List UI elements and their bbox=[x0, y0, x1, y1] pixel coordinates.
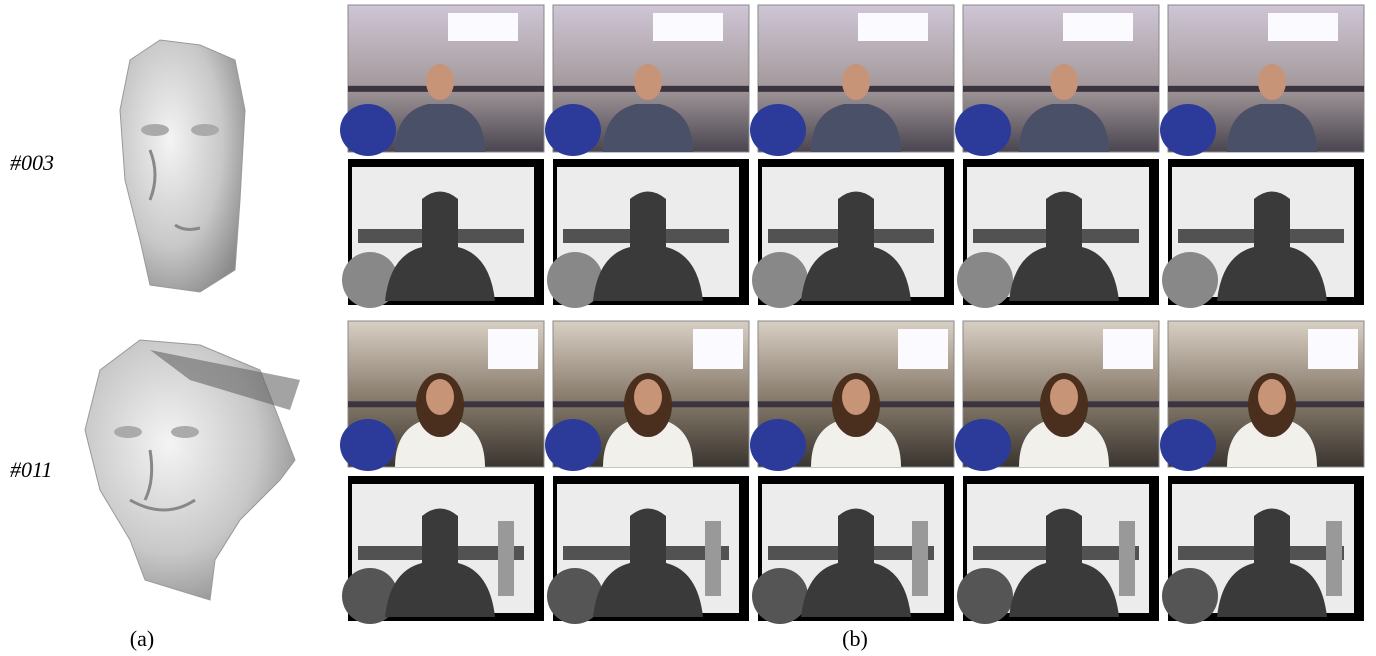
chair bbox=[1160, 419, 1216, 471]
depth-frame bbox=[547, 476, 749, 624]
bystander bbox=[1119, 521, 1135, 596]
head bbox=[426, 379, 454, 415]
depth-frame bbox=[1162, 159, 1364, 308]
window bbox=[653, 13, 723, 41]
head bbox=[634, 379, 662, 415]
bystander bbox=[912, 521, 928, 596]
bystander bbox=[498, 521, 514, 596]
chair bbox=[1162, 252, 1218, 308]
rgb-frame bbox=[750, 5, 954, 156]
depth-frame bbox=[342, 159, 544, 308]
chair bbox=[955, 104, 1011, 156]
figure: #003 #011 (a) (b) bbox=[0, 0, 1376, 656]
chair bbox=[955, 419, 1011, 471]
depth-frame bbox=[957, 476, 1159, 624]
chair bbox=[545, 419, 601, 471]
chair bbox=[340, 104, 396, 156]
rgb-frame bbox=[955, 321, 1159, 471]
chair bbox=[957, 252, 1013, 308]
bystander bbox=[705, 521, 721, 596]
window bbox=[448, 13, 518, 41]
window bbox=[858, 13, 928, 41]
head bbox=[1050, 64, 1078, 100]
window bbox=[898, 329, 948, 369]
head bbox=[1258, 379, 1286, 415]
window bbox=[1063, 13, 1133, 41]
row-label: #011 bbox=[10, 457, 52, 482]
rgb-frame bbox=[545, 5, 749, 156]
bystander bbox=[1326, 521, 1342, 596]
depth-frame bbox=[957, 159, 1159, 308]
depth-frame bbox=[752, 476, 954, 624]
rgb-frame bbox=[750, 321, 954, 471]
window bbox=[1268, 13, 1338, 41]
window bbox=[1103, 329, 1153, 369]
chair bbox=[750, 104, 806, 156]
head bbox=[842, 64, 870, 100]
face-render bbox=[85, 340, 300, 600]
image-grid bbox=[340, 5, 1364, 624]
rgb-frame bbox=[1160, 321, 1364, 471]
chair bbox=[1162, 568, 1218, 624]
depth-frame bbox=[342, 476, 544, 624]
rgb-frame bbox=[340, 321, 544, 471]
head bbox=[634, 64, 662, 100]
head bbox=[1050, 379, 1078, 415]
caption: (a) bbox=[130, 626, 154, 651]
window bbox=[693, 329, 743, 369]
rgb-frame bbox=[955, 5, 1159, 156]
page: {"rows": [{"label": "#003"}, {"label": "… bbox=[0, 0, 1376, 656]
chair bbox=[1160, 104, 1216, 156]
window bbox=[1308, 329, 1358, 369]
row-label: #003 bbox=[10, 150, 54, 175]
chair bbox=[750, 419, 806, 471]
caption: (b) bbox=[842, 626, 868, 651]
rgb-frame bbox=[1160, 5, 1364, 156]
chair bbox=[957, 568, 1013, 624]
chair bbox=[340, 419, 396, 471]
chair bbox=[752, 568, 808, 624]
head bbox=[842, 379, 870, 415]
head bbox=[1258, 64, 1286, 100]
depth-frame bbox=[752, 159, 954, 308]
depth-frame bbox=[1162, 476, 1364, 624]
head bbox=[426, 64, 454, 100]
rgb-frame bbox=[545, 321, 749, 471]
rgb-frame bbox=[340, 5, 544, 156]
window bbox=[488, 329, 538, 369]
chair bbox=[752, 252, 808, 308]
face-render bbox=[120, 40, 245, 292]
depth-frame bbox=[547, 159, 749, 308]
chair bbox=[545, 104, 601, 156]
